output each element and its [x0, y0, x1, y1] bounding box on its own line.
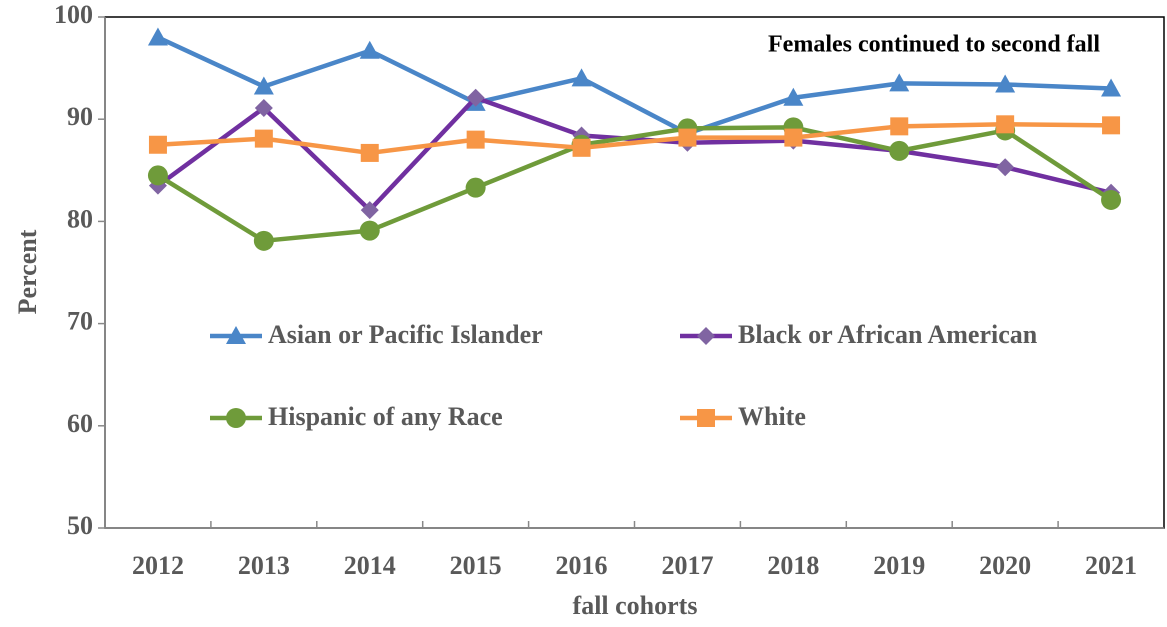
- data-point: [1101, 189, 1122, 210]
- chart-title: Females continued to second fall: [768, 32, 1100, 58]
- data-point: [254, 98, 273, 117]
- data-point: [359, 40, 380, 59]
- series-line: [157, 122, 1112, 156]
- data-point: [147, 27, 168, 46]
- data-point: [783, 87, 804, 106]
- data-point: [571, 68, 592, 87]
- data-point: [572, 138, 591, 157]
- legend-label: Hispanic of any Race: [268, 402, 503, 431]
- data-point: [253, 76, 274, 95]
- series-line: [157, 35, 1112, 136]
- data-point: [466, 88, 485, 107]
- data-point: [1102, 116, 1121, 135]
- legend-label: Black or African American: [738, 320, 1038, 349]
- y-axis-label: Percent: [13, 229, 42, 314]
- data-point: [254, 129, 273, 148]
- series-line: [156, 125, 1113, 244]
- data-point: [148, 135, 167, 154]
- data-point: [678, 128, 697, 147]
- data-point: [996, 115, 1015, 134]
- x-tick-label: 2014: [344, 551, 396, 580]
- data-point: [360, 201, 379, 220]
- data-point: [466, 130, 485, 149]
- y-tick-label: 50: [67, 511, 93, 540]
- y-tick-label: 100: [54, 0, 93, 29]
- data-point: [465, 177, 486, 198]
- data-point: [996, 158, 1015, 177]
- legend-marker: [697, 327, 715, 345]
- data-point: [359, 220, 380, 241]
- x-tick-label: 2018: [767, 551, 819, 580]
- legend-label: Asian or Pacific Islander: [268, 320, 543, 349]
- x-tick-label: 2020: [979, 551, 1031, 580]
- x-tick-label: 2013: [238, 551, 290, 580]
- data-point: [889, 140, 910, 161]
- data-point: [1101, 78, 1122, 97]
- data-point: [995, 74, 1016, 93]
- legend-label: White: [738, 402, 806, 431]
- legend-marker: [226, 408, 246, 428]
- x-axis-label: fall cohorts: [573, 591, 698, 620]
- data-point: [890, 117, 909, 136]
- y-tick-label: 60: [67, 409, 93, 438]
- x-tick-label: 2012: [132, 551, 184, 580]
- data-point: [253, 230, 274, 251]
- x-tick-label: 2017: [661, 551, 713, 580]
- y-tick-label: 90: [67, 102, 93, 131]
- x-tick-label: 2019: [873, 551, 925, 580]
- x-tick-label: 2016: [556, 551, 608, 580]
- data-point: [784, 128, 803, 147]
- data-point: [147, 165, 168, 186]
- series-line: [156, 95, 1112, 213]
- x-tick-label: 2015: [450, 551, 502, 580]
- y-tick-label: 70: [67, 307, 93, 336]
- data-point: [889, 73, 910, 92]
- y-tick-label: 80: [67, 204, 93, 233]
- legend-marker: [697, 409, 715, 427]
- x-tick-label: 2021: [1085, 551, 1137, 580]
- data-point: [360, 143, 379, 162]
- legend-marker: [226, 326, 246, 344]
